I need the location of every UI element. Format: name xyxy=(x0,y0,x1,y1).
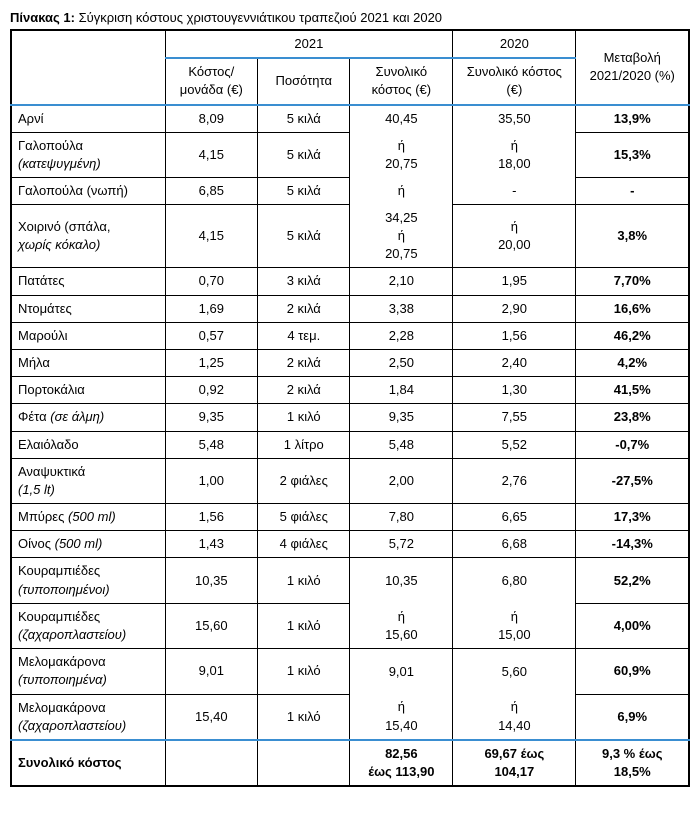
cell: 5 κιλά xyxy=(258,178,350,205)
cell: 3,8% xyxy=(576,205,689,268)
header-total-2020: Συνολικό κόστος (€) xyxy=(453,58,576,104)
cell: 4,15 xyxy=(165,205,257,268)
total-change: 9,3 % έως18,5% xyxy=(576,740,689,786)
total-2020: 69,67 έως104,17 xyxy=(453,740,576,786)
table-row: Μπύρες (500 ml) 1,56 5 φιάλες 7,80 6,65 … xyxy=(11,504,689,531)
header-2020: 2020 xyxy=(453,30,576,58)
table-row: Γαλοπούλα (νωπή) 6,85 5 κιλά ή - - xyxy=(11,178,689,205)
header-qty: Ποσότητα xyxy=(258,58,350,104)
cell: ή18,00 xyxy=(453,132,576,177)
cell: - xyxy=(576,178,689,205)
header-empty xyxy=(11,30,165,105)
cell: 8,09 xyxy=(165,105,257,133)
table-row: Φέτα (σε άλμη) 9,35 1 κιλό 9,35 7,55 23,… xyxy=(11,404,689,431)
table-row: Ελαιόλαδο 5,48 1 λίτρο 5,48 5,52 -0,7% xyxy=(11,431,689,458)
header-unit-cost: Κόστος/ μονάδα (€) xyxy=(165,58,257,104)
cell: 40,45 xyxy=(350,105,453,133)
cell: ή20,75 xyxy=(350,132,453,177)
header-2021: 2021 xyxy=(165,30,453,58)
header-total-2021: Συνολικό κόστος (€) xyxy=(350,58,453,104)
table-row: Πατάτες 0,70 3 κιλά 2,10 1,95 7,70% xyxy=(11,268,689,295)
table-row: Πορτοκάλια 0,92 2 κιλά 1,84 1,30 41,5% xyxy=(11,377,689,404)
row-name: Γαλοπούλα (νωπή) xyxy=(11,178,165,205)
cell: 6,85 xyxy=(165,178,257,205)
caption-label: Πίνακας 1: xyxy=(10,10,75,25)
cell: ή20,00 xyxy=(453,205,576,268)
cell: 5 κιλά xyxy=(258,205,350,268)
table-row: Χοιρινό (σπάλα,χωρίς κόκαλο) 4,15 5 κιλά… xyxy=(11,205,689,268)
total-row: Συνολικό κόστος 82,56έως 113,90 69,67 έω… xyxy=(11,740,689,786)
total-label: Συνολικό κόστος xyxy=(11,740,165,786)
table-row: Γαλοπούλα(κατεψυγμένη) 4,15 5 κιλά ή20,7… xyxy=(11,132,689,177)
table-row: Αναψυκτικά(1,5 lt) 1,00 2 φιάλες 2,00 2,… xyxy=(11,458,689,503)
table-row: Ντομάτες 1,69 2 κιλά 3,38 2,90 16,6% xyxy=(11,295,689,322)
table-row: Κουραμπιέδες(τυποποιημένοι) 10,35 1 κιλό… xyxy=(11,558,689,603)
table-row: Κουραμπιέδες(ζαχαροπλαστείου) 15,60 1 κι… xyxy=(11,603,689,648)
row-name: Χοιρινό (σπάλα,χωρίς κόκαλο) xyxy=(11,205,165,268)
row-name: Αρνί xyxy=(11,105,165,133)
caption-text: Σύγκριση κόστους χριστουγεννιάτικου τραπ… xyxy=(75,10,442,25)
table-row: Μήλα 1,25 2 κιλά 2,50 2,40 4,2% xyxy=(11,349,689,376)
cell: 13,9% xyxy=(576,105,689,133)
table-row: Μαρούλι 0,57 4 τεμ. 2,28 1,56 46,2% xyxy=(11,322,689,349)
cell: 34,25ή20,75 xyxy=(350,205,453,268)
table-row: Οίνος (500 ml) 1,43 4 φιάλες 5,72 6,68 -… xyxy=(11,531,689,558)
cell: 35,50 xyxy=(453,105,576,133)
cell: 4,15 xyxy=(165,132,257,177)
row-name: Πατάτες xyxy=(11,268,165,295)
cell: - xyxy=(453,178,576,205)
total-2021: 82,56έως 113,90 xyxy=(350,740,453,786)
table-row: Αρνί 8,09 5 κιλά 40,45 35,50 13,9% xyxy=(11,105,689,133)
cell: 5 κιλά xyxy=(258,132,350,177)
table-row: Μελομακάρονα(τυποποιημένα) 9,01 1 κιλό 9… xyxy=(11,649,689,694)
cell: ή xyxy=(350,178,453,205)
cell: 15,3% xyxy=(576,132,689,177)
table-row: Μελομακάρονα(ζαχαροπλαστείου) 15,40 1 κι… xyxy=(11,694,689,740)
cell: 5 κιλά xyxy=(258,105,350,133)
table-caption: Πίνακας 1: Σύγκριση κόστους χριστουγεννι… xyxy=(10,10,690,25)
cost-comparison-table: 2021 2020 Μεταβολή 2021/2020 (%) Κόστος/… xyxy=(10,29,690,787)
row-name: Γαλοπούλα(κατεψυγμένη) xyxy=(11,132,165,177)
header-change: Μεταβολή 2021/2020 (%) xyxy=(576,30,689,105)
